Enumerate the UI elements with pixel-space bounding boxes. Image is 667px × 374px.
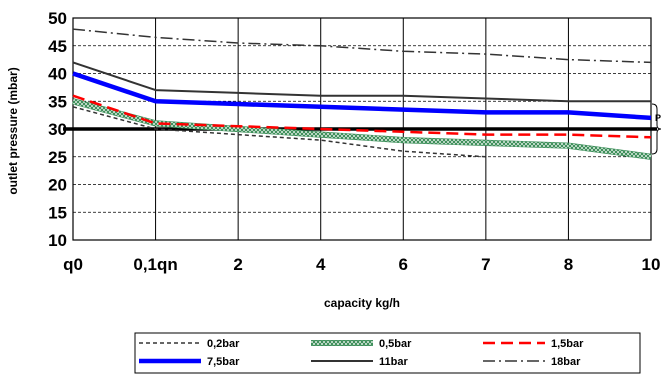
legend-label: 7,5bar [207,356,240,368]
legend-label: 0,5bar [379,338,412,350]
legend-label: 1,5bar [551,338,584,350]
y-tick-label: 40 [48,65,67,84]
legend-label: 11bar [379,356,408,368]
y-tick-label: 50 [48,9,67,28]
y-tick-label: 30 [48,120,67,139]
series-line [72,61,651,103]
x-tick-label: 6 [399,255,408,274]
x-tick-label: 7 [481,255,490,274]
x-axis-label: capacity kg/h [324,296,400,310]
y-tick-label: 25 [48,148,67,167]
y-tick-label: 15 [48,203,67,222]
series-line [72,106,486,158]
legend-label: 18bar [551,356,581,368]
legend-label: 0,2bar [207,338,240,350]
y-tick-label: 35 [48,92,67,111]
x-tick-label: q0 [63,255,83,274]
x-tick-label: 8 [564,255,573,274]
plot-area: 10 15 20 25 30 35 40 45 50 q0 0,1qn 2 4 6 7 8 10 [48,9,662,274]
legend-box [134,332,641,374]
x-tick-label: 2 [233,255,242,274]
series-line [72,71,652,121]
x-tick-label: 10 [642,255,661,274]
y-tick-label: 45 [48,37,67,56]
bracket-label: P [655,113,661,123]
legend: 0,2bar 0,5bar 1,5bar 7,5bar 11bar 18bar [134,332,641,374]
x-tick-label: 0,1qn [133,255,177,274]
tolerance-bracket [651,103,662,155]
y-tick-label: 20 [48,176,67,195]
series-line [72,94,652,139]
y-tick-label: 10 [48,231,67,250]
series-line [72,28,652,64]
y-axis-label: outlet pressure (mbar) [6,67,20,194]
x-tick-label: 4 [316,255,326,274]
